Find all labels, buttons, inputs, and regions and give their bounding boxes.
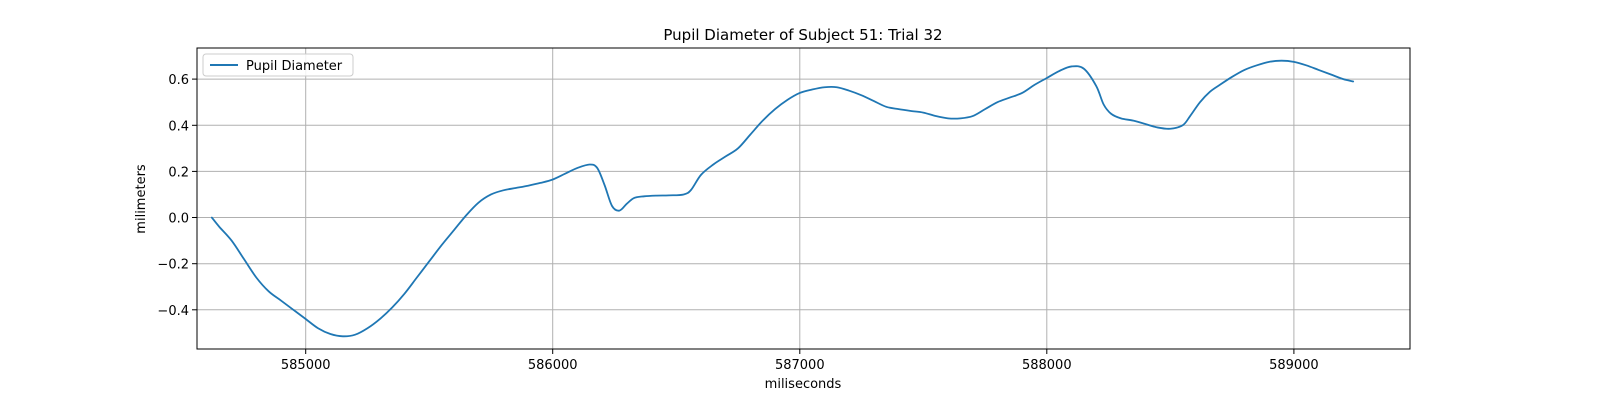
y-tick-label: −0.4	[157, 304, 189, 319]
legend-box	[202, 53, 354, 77]
y-tick-label: 0.0	[168, 212, 189, 227]
y-tick-label: −0.2	[157, 258, 189, 273]
x-axis-title: miliseconds	[765, 377, 842, 392]
pupil-diameter-series-line	[210, 59, 1355, 338]
tick-layer: 585000 586000 587000 588000 589000 −0.4 −0.2 0.…	[157, 73, 1318, 373]
series-layer	[210, 59, 1355, 338]
chart-title: Pupil Diameter of Subject 51: Trial 32	[663, 26, 942, 44]
x-tick-label: 588000	[1022, 358, 1072, 373]
legend-series-label: Pupil Diameter	[246, 59, 343, 74]
y-tick-label: 0.2	[168, 165, 189, 180]
x-tick-label: 587000	[775, 358, 825, 373]
plot-frame	[196, 47, 1411, 350]
y-axis-title: milimeters	[134, 164, 149, 234]
x-tick-label: 589000	[1269, 358, 1319, 373]
y-tick-label: 0.4	[168, 119, 189, 134]
legend: Pupil Diameter	[202, 53, 354, 77]
x-tick-label: 586000	[528, 358, 578, 373]
x-tick-label: 585000	[281, 358, 331, 373]
grid-layer	[197, 48, 1410, 349]
y-tick-label: 0.6	[168, 73, 189, 88]
